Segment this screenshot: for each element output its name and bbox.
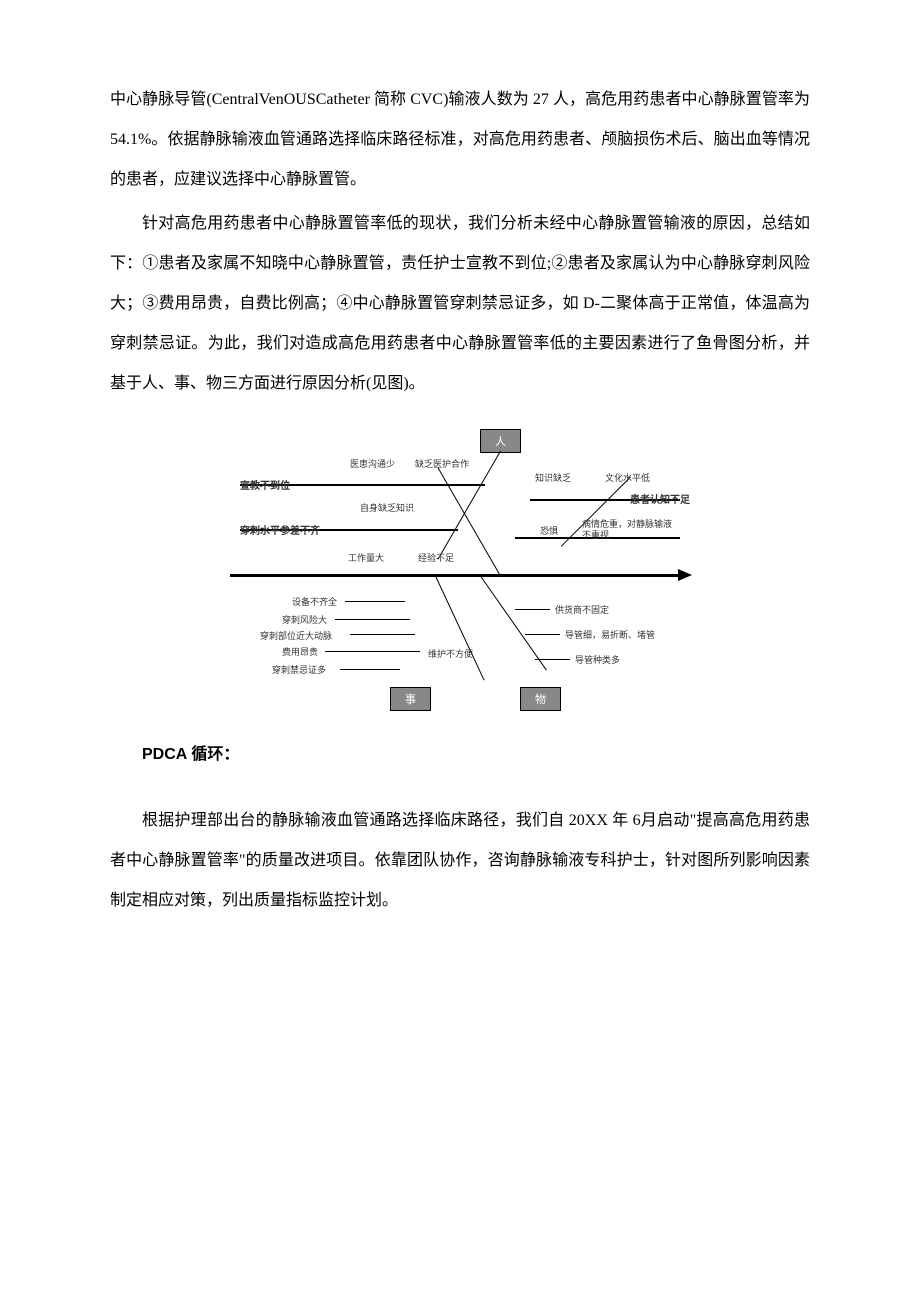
lbl-tl-main: 宣教不到位 [240,477,290,492]
sa-br-3 [535,659,570,660]
lbl-bl-b5: 维护不方便 [428,647,473,660]
lbl-tr-b2: 恐惧 [540,524,558,537]
lbl-tl-secondary: 穿刺水平参差不齐 [240,522,320,537]
heading-pdca: PDCA 循环： [110,739,810,771]
fishbone-diagram: 人 事 物 医患沟通少 缺乏医护合作 宣教不到位 自身缺乏知识 [220,429,700,709]
lbl-tr-b1: 文化水平低 [605,471,650,484]
sa-br-1 [515,609,550,610]
lbl-tr-main: 患者认知不足 [630,491,690,506]
spine-arrowhead [678,569,692,581]
bone-bottom-right [480,576,547,671]
spine-line [230,574,680,577]
sa-bl-5 [340,669,400,670]
lbl-tl-b0: 医患沟通少 [350,457,395,470]
lbl-bl-b4: 穿刺禁忌证多 [272,663,326,676]
sa-bl-4 [325,651,420,652]
box-matter: 事 [390,687,431,711]
paragraph-3: 根据护理部出台的静脉输液血管通路选择临床路径，我们自 20XX 年 6月启动"提… [110,801,810,921]
lbl-tr-b0: 知识缺乏 [535,471,571,484]
sa-bl-2 [335,619,410,620]
lbl-bl-b0: 设备不齐全 [292,595,337,608]
lbl-bl-b2: 穿刺部位近大动脉 [260,629,332,642]
sa-br-2 [525,634,560,635]
lbl-tl-b2: 自身缺乏知识 [360,501,414,514]
lbl-br-b1: 导管细，易折断、堵管 [565,628,655,641]
lbl-tl-b1: 缺乏医护合作 [415,457,469,470]
lbl-bl-b1: 穿刺风险大 [282,613,327,626]
heading-pdca-text: 循环： [191,746,239,763]
sa-bl-3 [350,634,415,635]
bone-bottom-left [435,576,485,681]
box-person: 人 [480,429,521,453]
lbl-tr-b3: 病情危重，对静脉输液不重视 [582,519,677,541]
sa-bl-1 [345,601,405,602]
box-object: 物 [520,687,561,711]
lbl-tl-b3: 工作量大 [348,551,384,564]
fishbone-diagram-container: 人 事 物 医患沟通少 缺乏医护合作 宣教不到位 自身缺乏知识 [110,429,810,709]
lbl-br-b2: 导管种类多 [575,653,620,666]
heading-pdca-latin: PDCA [142,746,187,763]
lbl-bl-b3: 费用昂贵 [282,645,318,658]
lbl-tl-b4: 经验不足 [418,551,454,564]
lbl-br-b0: 供货商不固定 [555,603,609,616]
paragraph-1: 中心静脉导管(CentralVenOUSCatheter 简称 CVC)输液人数… [110,80,810,200]
paragraph-2: 针对高危用药患者中心静脉置管率低的现状，我们分析未经中心静脉置管输液的原因，总结… [110,204,810,404]
